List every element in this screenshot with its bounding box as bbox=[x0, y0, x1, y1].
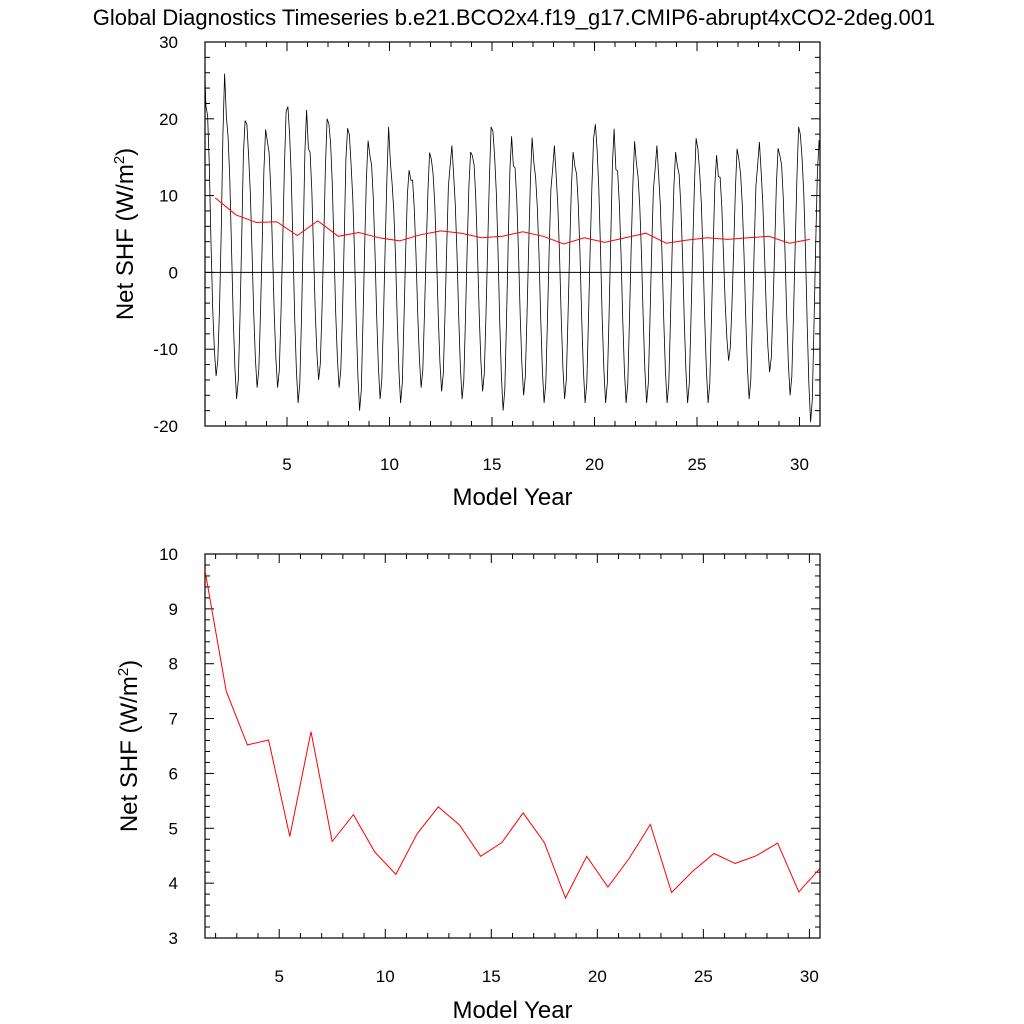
y-axis-label: Net SHF (W/m2) bbox=[111, 148, 139, 320]
y-tick-label: 9 bbox=[169, 600, 178, 619]
y-tick-label: 5 bbox=[169, 819, 178, 838]
x-tick-label: 10 bbox=[376, 967, 395, 986]
x-tick-label: 20 bbox=[588, 967, 607, 986]
bottom-panel: 5 10 15 20 25 30 3 4 5 6 7 8 9 10 Model Year Net SHF (W… bbox=[115, 545, 821, 1024]
top-panel: 5 10 15 20 25 30 -20 -10 0 10 20 30 Model Year Net SH… bbox=[111, 33, 821, 511]
x-tick-label: 25 bbox=[694, 967, 713, 986]
x-tick-label: 5 bbox=[282, 455, 291, 474]
y-tick-label: 4 bbox=[169, 874, 178, 893]
y-tick-label: 30 bbox=[159, 33, 178, 52]
x-tick-label: 25 bbox=[688, 455, 707, 474]
x-axis-label: Model Year bbox=[452, 997, 572, 1024]
y-tick-label: 20 bbox=[159, 110, 178, 129]
y-axis-label: Net SHF (W/m2) bbox=[115, 660, 143, 832]
x-tick-label: 5 bbox=[274, 967, 283, 986]
x-tick-label: 10 bbox=[380, 455, 399, 474]
chart-title: Global Diagnostics Timeseries b.e21.BCO2… bbox=[93, 5, 936, 30]
x-tick-label: 30 bbox=[790, 455, 809, 474]
y-tick-label: 3 bbox=[169, 929, 178, 948]
y-tick-label: 0 bbox=[169, 263, 178, 282]
annual-mean-series-line bbox=[214, 197, 810, 245]
y-tick-label: 6 bbox=[169, 764, 178, 783]
monthly-series-line bbox=[205, 73, 820, 423]
x-tick-label: 15 bbox=[482, 967, 501, 986]
y-tick-label: -20 bbox=[153, 417, 178, 436]
plot-frame bbox=[204, 553, 821, 939]
annual-mean-series-line bbox=[205, 570, 820, 900]
y-tick-label: 10 bbox=[159, 545, 178, 564]
x-tick-label: 15 bbox=[483, 455, 502, 474]
x-tick-label: 30 bbox=[800, 967, 819, 986]
y-tick-label: -10 bbox=[153, 340, 178, 359]
y-tick-label: 8 bbox=[169, 655, 178, 674]
y-tick-label: 7 bbox=[169, 710, 178, 729]
x-axis-label: Model Year bbox=[452, 484, 572, 511]
y-tick-label: 10 bbox=[159, 187, 178, 206]
x-tick-label: 20 bbox=[585, 455, 604, 474]
